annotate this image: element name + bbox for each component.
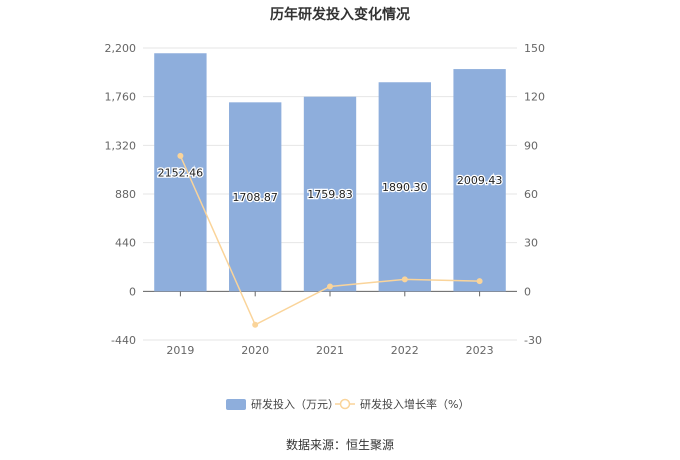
bar [303,96,357,292]
line-point [476,278,483,285]
y-right-tick-label: 120 [524,91,545,104]
y-right-tick-label: 150 [524,42,545,55]
line-point [252,321,259,328]
y-right-tick-label: 60 [524,188,538,201]
y-left-tick-label: 2,200 [105,42,137,55]
y-left-tick-label: 1,760 [105,91,137,104]
y-right-tick-label: 30 [524,237,538,250]
y-left-tick-label: 440 [115,237,136,250]
bar-data-label: 2009.43 [457,174,503,187]
y-left-tick-label: 1,320 [105,139,137,152]
x-tick-label: 2022 [391,344,419,357]
y-right-tick-label: -30 [524,334,542,347]
bar-data-label: 1759.83 [307,188,353,201]
line-point [327,283,333,290]
y-right-tick-label: 0 [524,285,531,298]
line-point [401,276,408,283]
line-point [177,152,184,159]
bar-data-label: 1890.30 [382,181,428,194]
legend-line-marker [339,398,351,410]
x-tick-label: 2019 [166,344,194,357]
bar [453,69,506,292]
y-left-tick-label: -440 [111,334,136,347]
x-tick-label: 2023 [466,344,494,357]
bar-data-label: 1708.87 [232,191,278,204]
data-source: 数据来源：恒生聚源 [285,438,394,452]
y-left-tick-label: 0 [129,285,136,298]
legend-line-label: 研发投入增长率（%） [360,397,469,411]
legend-bar-label: 研发投入（万元） [251,397,339,411]
legend-bar-swatch [226,399,246,410]
x-tick-label: 2020 [241,344,269,357]
bar [229,102,282,292]
bar [378,82,431,292]
bar-data-label: 2152.46 [158,166,204,179]
x-tick-label: 2021 [316,344,344,357]
y-left-tick-label: 880 [115,188,136,201]
bar [154,53,207,292]
y-right-tick-label: 90 [524,139,538,152]
chart-title: 历年研发投入变化情况 [270,7,410,23]
